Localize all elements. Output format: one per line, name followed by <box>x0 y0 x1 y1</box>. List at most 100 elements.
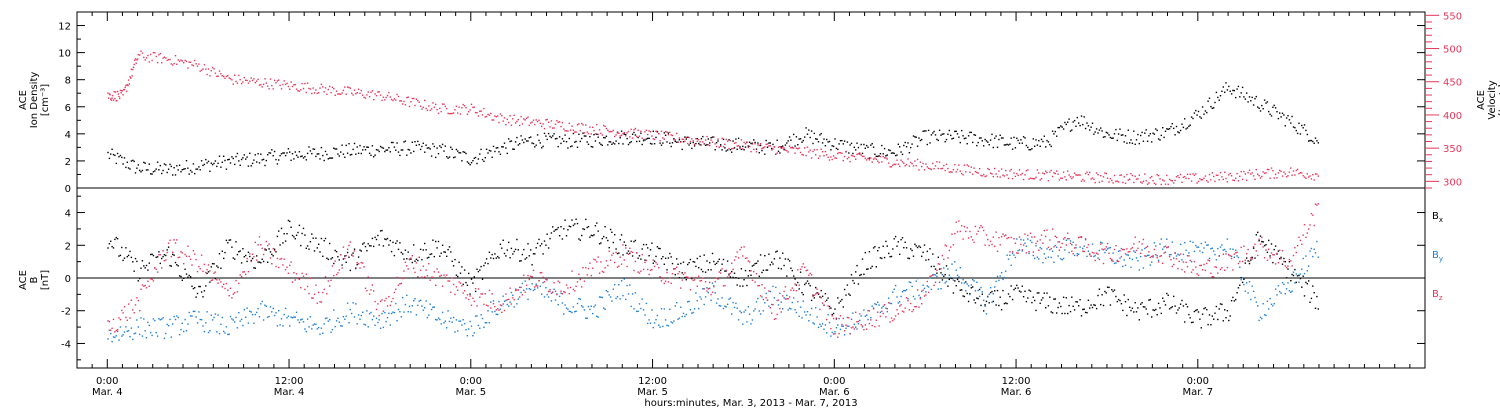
ion-density-series-point <box>532 142 535 145</box>
bx-series-point <box>1116 300 1118 303</box>
by-series-point <box>832 333 835 335</box>
velocity-series-point <box>1014 175 1017 178</box>
by-series-point <box>1302 257 1304 260</box>
by-series-point <box>1257 305 1259 307</box>
velocity-series-point <box>970 166 972 168</box>
ion-density-series-point <box>1025 144 1028 147</box>
velocity-series-point <box>173 62 175 65</box>
ion-density-series-point <box>987 141 989 143</box>
bx-series-point <box>704 271 707 273</box>
bz-series-point <box>1203 263 1205 266</box>
bz-series-point <box>196 270 199 273</box>
velocity-series-point <box>162 57 164 59</box>
by-series-point <box>680 306 682 308</box>
by-series-point <box>474 315 477 317</box>
ion-density-series-point <box>590 145 592 148</box>
ion-density-series-point <box>676 141 678 143</box>
bx-series-point <box>1068 304 1070 307</box>
bx-series-point <box>1038 292 1040 294</box>
bz-series-point <box>1235 252 1237 254</box>
ion-density-series-point <box>1006 143 1008 146</box>
bz-series-point <box>1229 255 1231 257</box>
bx-series-point <box>535 247 537 249</box>
by-series-point <box>923 287 926 290</box>
bx-series-point <box>1299 277 1302 280</box>
ion-density-series-point <box>995 135 997 137</box>
velocity-series-point <box>848 156 850 159</box>
ion-density-series-point <box>1316 140 1318 142</box>
velocity-series-point <box>1047 180 1050 182</box>
bz-series-point <box>262 253 265 256</box>
by-series-point <box>234 321 236 323</box>
bx-series-point <box>136 260 138 263</box>
bz-series-point <box>166 251 168 254</box>
velocity-series-point <box>242 81 244 83</box>
bx-series-point <box>119 254 122 257</box>
velocity-series-point <box>232 83 234 85</box>
bz-series-point <box>300 287 302 289</box>
bz-series-point <box>173 239 175 241</box>
date-tick-label: Mar. 4 <box>274 387 305 398</box>
bx-series-point <box>698 267 700 269</box>
bx-series-point <box>1273 248 1275 251</box>
by-series-point <box>732 301 734 304</box>
velocity-series-point <box>704 139 707 141</box>
by-series-point <box>360 314 362 317</box>
bx-series-point <box>231 246 233 248</box>
bx-series-point <box>514 248 517 251</box>
ion-density-series-point <box>1296 132 1299 135</box>
velocity-series-point <box>911 162 913 165</box>
bz-series-point <box>530 275 532 277</box>
velocity-series-point <box>1263 172 1266 174</box>
ion-density-series-point <box>1095 128 1098 130</box>
ion-density-series-point <box>130 160 133 162</box>
bx-series-point <box>440 252 442 254</box>
bz-series-point <box>965 230 967 233</box>
by-series-point <box>834 331 836 333</box>
bx-series-point <box>396 240 398 242</box>
ion-density-series <box>107 82 1319 176</box>
bz-series-point <box>998 237 1000 239</box>
velocity-series-point <box>371 90 374 92</box>
velocity-series-point <box>1184 175 1186 178</box>
bx-series-point <box>333 262 335 265</box>
velocity-series-point <box>754 143 756 145</box>
bx-series-point <box>955 285 957 287</box>
bz-series-point <box>1061 242 1063 245</box>
bx-series-point <box>330 258 332 260</box>
velocity-series-point <box>1162 179 1164 181</box>
ion-density-series-point <box>450 146 452 148</box>
velocity-series-point <box>1226 181 1229 183</box>
bx-series-point <box>900 239 902 241</box>
by-series-point <box>843 334 846 336</box>
velocity-series-point <box>1010 168 1012 171</box>
ion-density-series-point <box>604 137 606 139</box>
bz-series-point <box>1200 264 1202 267</box>
by-series-point <box>795 311 798 314</box>
by-series-point <box>885 307 887 309</box>
ion-density-series-point <box>538 139 540 142</box>
bz-series-point <box>203 263 206 266</box>
bx-series-point <box>1056 312 1058 314</box>
by-series-point <box>1236 255 1238 257</box>
velocity-series-point <box>392 99 394 102</box>
by-series-point <box>250 311 252 313</box>
bx-series-point <box>1127 298 1129 301</box>
ion-density-series-point <box>750 142 752 145</box>
velocity-series-point <box>528 124 530 127</box>
ion-density-series-point <box>872 146 875 148</box>
bx-series-point <box>835 318 838 320</box>
bx-series-point <box>1243 278 1245 280</box>
ion-density-series-point <box>1247 101 1249 103</box>
ion-density-series-point <box>443 150 445 152</box>
velocity-series-point <box>1232 179 1234 181</box>
ion-density-series-point <box>1031 148 1033 150</box>
by-series-point <box>961 282 963 284</box>
bx-series-point <box>888 252 890 255</box>
bx-series-point <box>312 237 314 239</box>
ion-density-series-point <box>463 151 466 153</box>
bz-series-point <box>989 240 992 243</box>
velocity-series-point <box>1006 174 1008 176</box>
ion-density-series-point <box>916 145 919 147</box>
bx-series-point <box>1284 261 1286 263</box>
